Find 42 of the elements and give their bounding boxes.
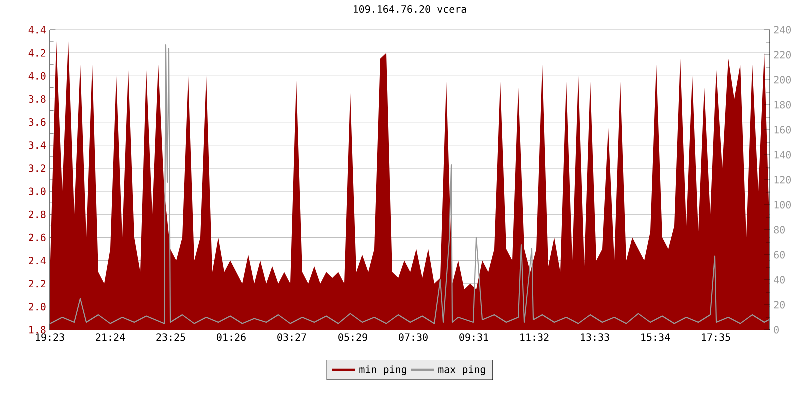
y2-tick-label: 0 <box>774 326 779 334</box>
x-tick-label: 11:32 <box>520 334 549 342</box>
x-tick-label: 05:29 <box>338 334 368 342</box>
y-tick-label: 3.2 <box>29 164 46 172</box>
y-tick-label: 3.4 <box>29 142 46 150</box>
y2-tick-label: 120 <box>774 176 792 184</box>
y-tick-label: 4.4 <box>28 26 46 34</box>
y2-tick-label: 200 <box>774 76 792 84</box>
y2-tick-label: 40 <box>774 276 785 284</box>
x-tick-label: 09:31 <box>460 334 488 342</box>
y-tick-label: 4.0 <box>28 72 46 80</box>
x-tick-label: 01:26 <box>217 334 246 342</box>
y-tick-label: 3.8 <box>29 95 46 104</box>
y2-tick-label: 220 <box>774 51 792 59</box>
x-tick-label: 03:27 <box>278 334 306 342</box>
x-tick-label: 19:23 <box>36 334 64 342</box>
y2-tick-label: 180 <box>774 101 792 109</box>
x-tick-label: 15:34 <box>642 334 670 342</box>
legend-label: min ping <box>360 366 406 376</box>
y-tick-label: 4.2 <box>28 49 46 57</box>
y2-tick-label: 140 <box>774 151 792 159</box>
y-tick-label: 2.0 <box>29 303 46 311</box>
x-tick-label: 21:24 <box>96 334 126 342</box>
y-tick-label: 2.8 <box>29 210 46 218</box>
y-tick-label: 3.6 <box>29 118 46 126</box>
y-tick-label: 1.8 <box>30 326 46 334</box>
x-tick-label: 07:30 <box>399 334 428 342</box>
y2-tick-label: 160 <box>774 126 792 134</box>
y2-tick-label: 60 <box>774 251 785 259</box>
y-tick-label: 2.2 <box>29 280 46 288</box>
y-tick-label: 3.0 <box>29 188 46 196</box>
y-tick-label: 2.4 <box>29 257 46 264</box>
y-tick-label: 2.6 <box>29 234 46 242</box>
y2-tick-label: 240 <box>774 26 792 34</box>
x-tick-label: 23:25 <box>156 334 186 342</box>
y2-tick-label: 20 <box>774 301 785 309</box>
legend-label: max ping <box>438 366 486 376</box>
x-tick-label: 17:35 <box>702 334 730 342</box>
x-tick-label: 13:33 <box>581 334 610 342</box>
y2-tick-label: 100 <box>774 201 792 209</box>
chart-title: 109.164.76.20 vcera <box>354 6 466 14</box>
y2-tick-label: 80 <box>774 226 785 234</box>
